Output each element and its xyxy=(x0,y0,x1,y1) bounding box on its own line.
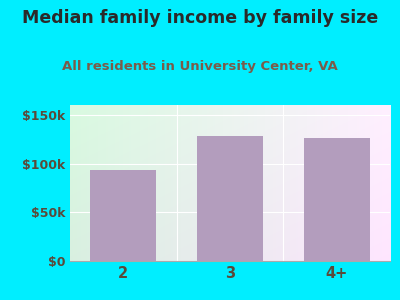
Bar xyxy=(197,136,263,261)
Text: All residents in University Center, VA: All residents in University Center, VA xyxy=(62,60,338,73)
Bar xyxy=(90,170,156,261)
Bar xyxy=(304,138,370,261)
Text: Median family income by family size: Median family income by family size xyxy=(22,9,378,27)
